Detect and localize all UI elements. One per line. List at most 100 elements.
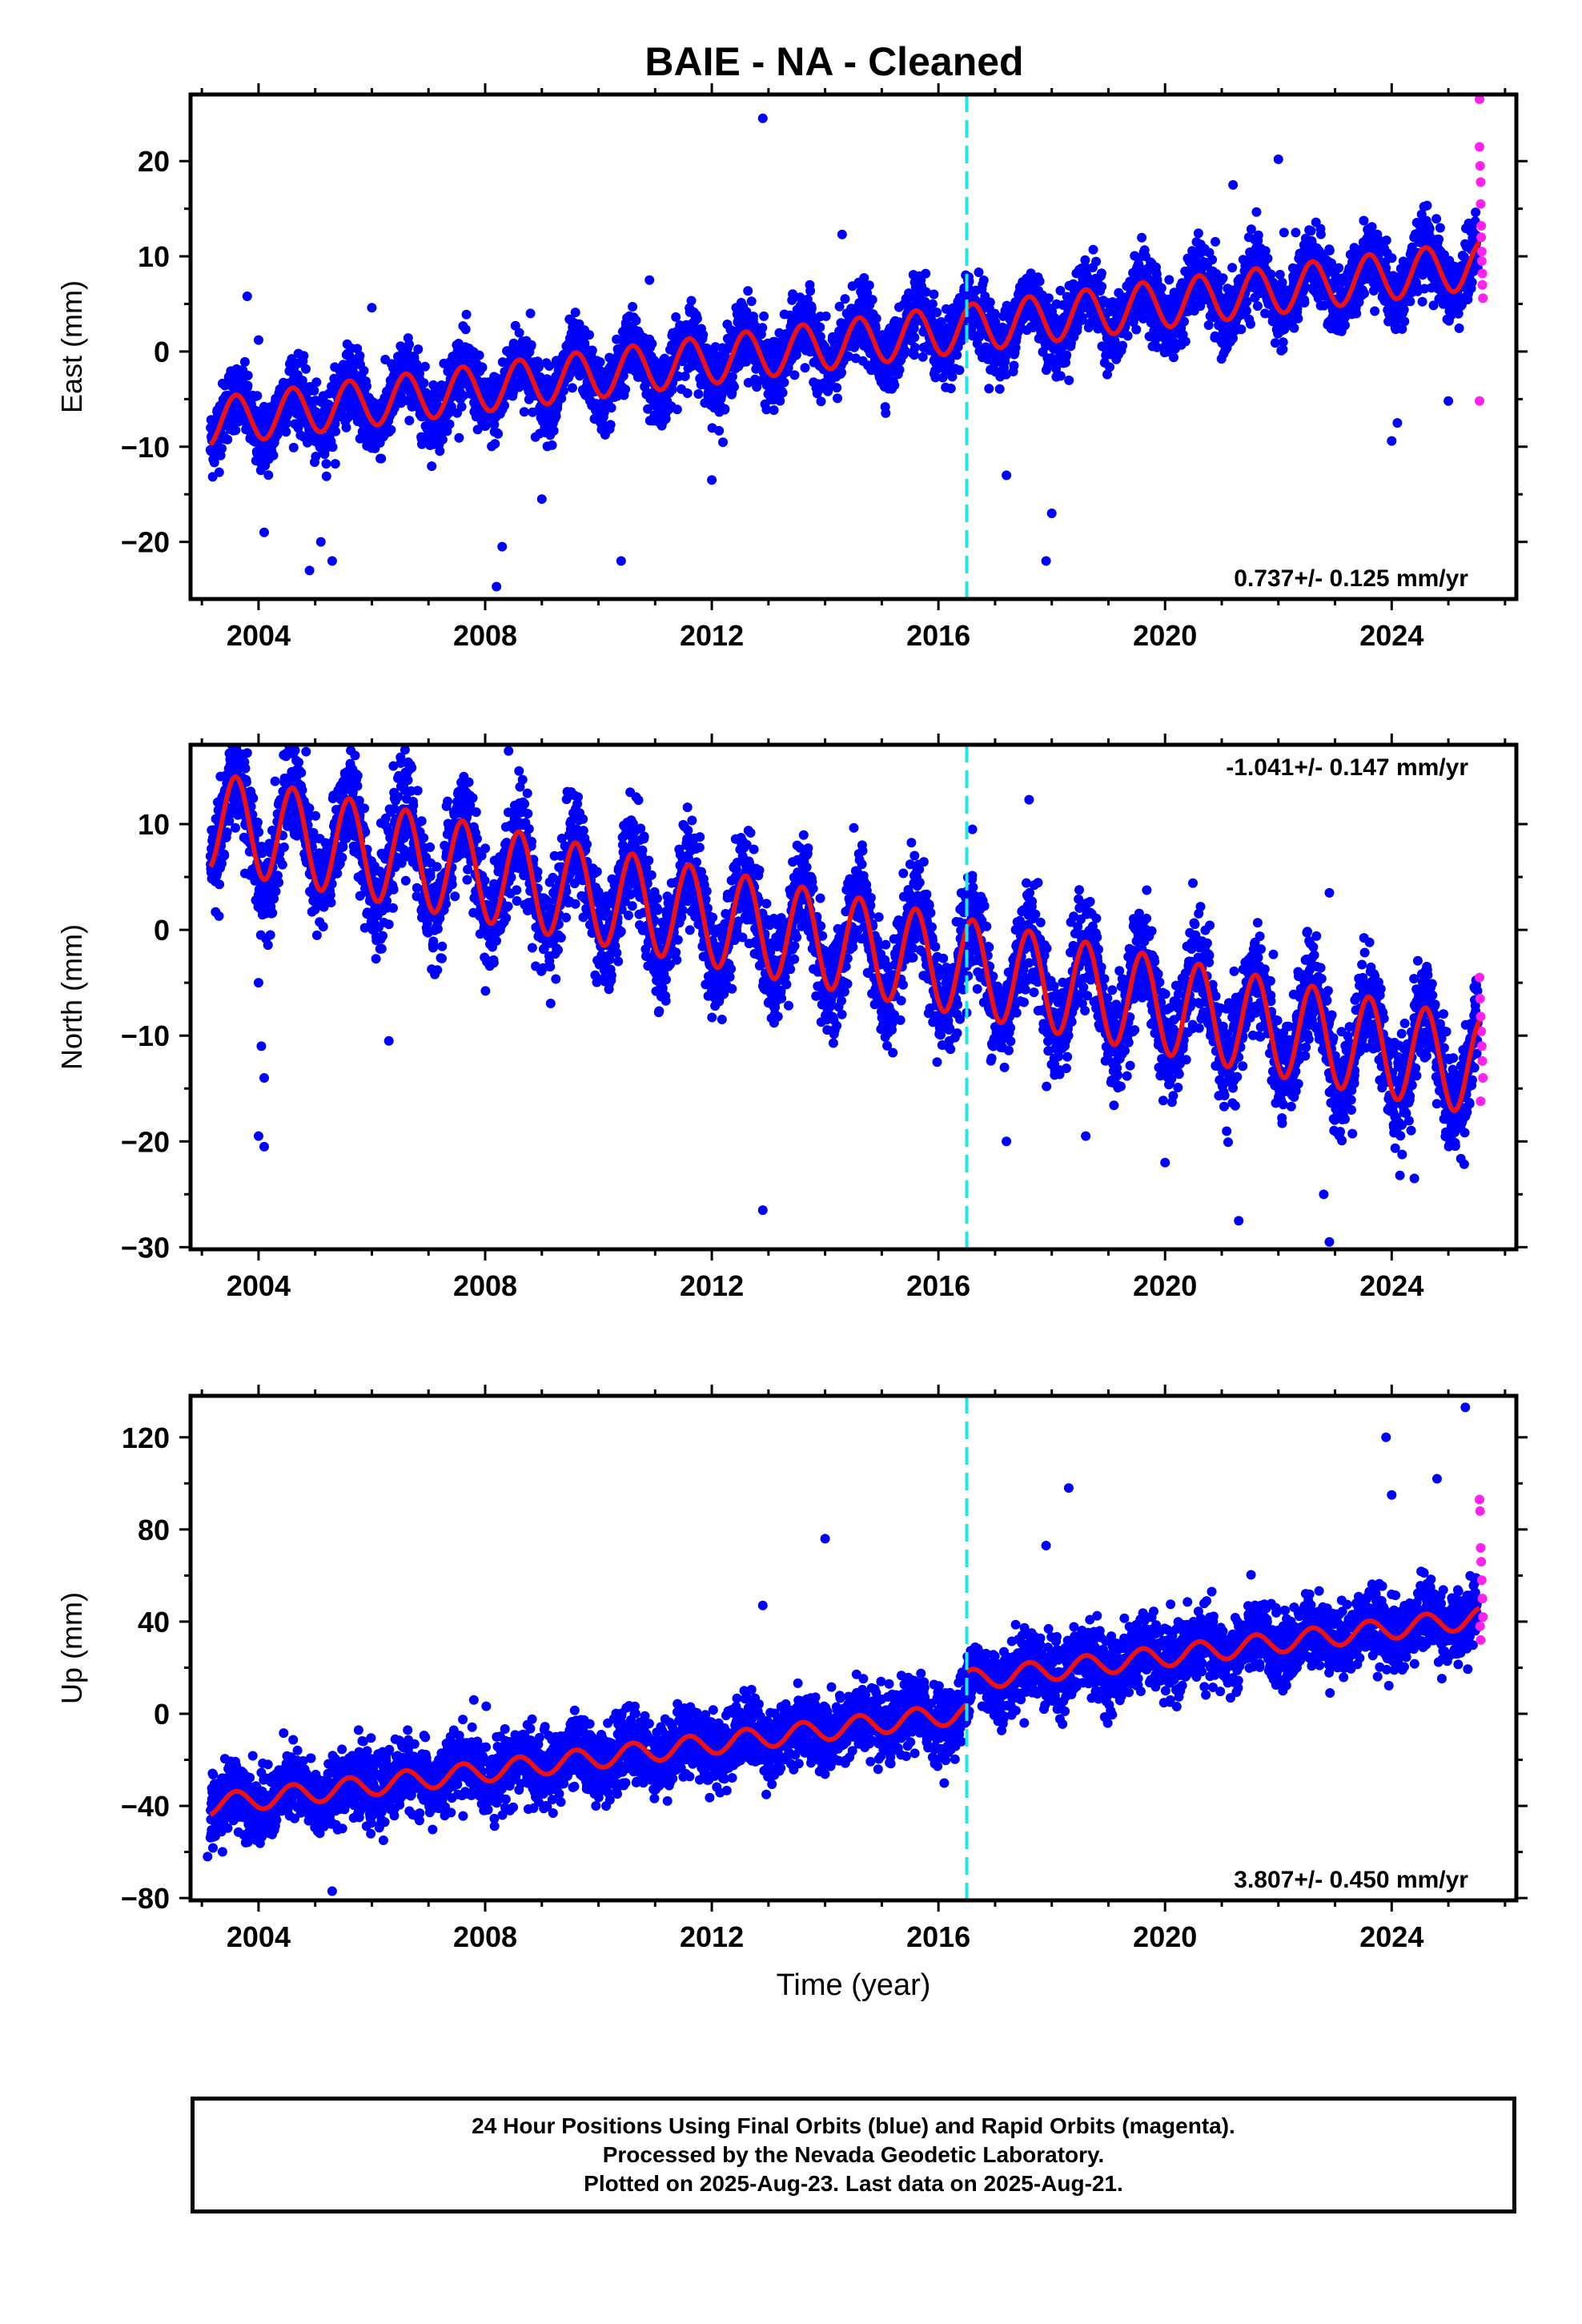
final-orbit-point: [947, 372, 958, 382]
final-orbit-point: [720, 404, 730, 414]
final-orbit-point: [454, 432, 464, 443]
figure-title: BAIE - NA - Cleaned: [644, 39, 1023, 84]
final-orbit-point: [871, 313, 881, 324]
final-orbit-point: [1207, 255, 1218, 265]
final-orbit-point: [1359, 288, 1369, 299]
final-orbit-point: [692, 314, 702, 324]
final-orbit-point: [1387, 253, 1397, 263]
final-orbit-point: [837, 368, 846, 378]
final-orbit-point: [1370, 306, 1380, 316]
final-orbit-point: [921, 268, 931, 279]
final-orbit-point: [489, 420, 500, 430]
final-orbit-point: [223, 434, 233, 444]
final-orbit-point: [558, 386, 568, 396]
final-orbit-point: [686, 296, 697, 306]
final-orbit-point: [547, 440, 557, 450]
final-orbit-point: [474, 350, 484, 360]
final-orbit-point: [1091, 256, 1102, 267]
final-orbit-point: [556, 393, 567, 404]
final-orbit-point: [419, 378, 429, 388]
final-orbit-point: [219, 380, 230, 391]
final-orbit-point: [927, 299, 938, 309]
final-orbit-point: [1105, 362, 1114, 372]
final-orbit-point: [519, 407, 529, 417]
final-orbit-point: [444, 419, 455, 429]
final-orbit-point: [311, 377, 322, 388]
final-orbit-point: [1351, 308, 1362, 319]
final-orbit-point: [746, 296, 757, 307]
final-orbit-point: [1293, 313, 1303, 324]
final-orbit-point: [1291, 227, 1301, 238]
final-orbit-point: [1137, 232, 1147, 243]
final-orbit-point: [743, 286, 753, 296]
final-orbit-point: [293, 423, 303, 433]
final-orbit-point: [800, 363, 810, 373]
final-orbit-point: [605, 420, 616, 430]
final-orbit-point: [1193, 228, 1203, 239]
final-orbit-point: [1299, 298, 1310, 308]
final-orbit-point: [331, 426, 341, 436]
final-orbit-point: [231, 425, 241, 436]
final-orbit-point: [714, 425, 725, 436]
final-orbit-point: [1211, 236, 1220, 247]
final-orbit-point: [243, 380, 253, 391]
final-orbit-point: [263, 470, 274, 480]
final-orbit-point: [671, 312, 681, 322]
final-orbit-point: [1253, 230, 1263, 240]
final-orbit-point: [413, 344, 424, 355]
final-orbit-point: [321, 459, 331, 469]
final-orbit-point: [446, 402, 456, 412]
final-orbit-point: [1180, 336, 1191, 347]
final-orbit-point: [587, 345, 597, 356]
final-orbit-point: [477, 362, 488, 372]
final-orbit-point: [606, 403, 616, 413]
final-orbit-point: [789, 370, 800, 380]
final-orbit-point: [209, 457, 219, 468]
final-orbit-point: [881, 408, 891, 418]
final-orbit-point: [1324, 245, 1335, 255]
final-orbit-point: [1009, 360, 1019, 371]
final-orbit-point: [1156, 283, 1166, 293]
final-orbit-point: [832, 383, 842, 393]
final-orbit-point: [757, 323, 768, 333]
final-orbit-point: [567, 383, 577, 393]
final-orbit-point: [620, 384, 631, 395]
final-orbit-point: [427, 461, 437, 472]
final-orbit-point: [1340, 320, 1350, 331]
final-orbit-point: [759, 311, 769, 321]
final-orbit-point: [833, 393, 842, 404]
final-orbit-point: [1315, 229, 1326, 239]
final-orbit-point: [672, 404, 682, 415]
final-orbit-point: [544, 361, 554, 371]
final-orbit-point: [480, 420, 491, 431]
final-orbit-point: [1055, 371, 1066, 381]
final-orbit-point: [281, 427, 291, 437]
final-orbit-point: [816, 396, 826, 407]
final-orbit-point: [894, 364, 905, 375]
final-orbit-point: [840, 294, 850, 304]
final-orbit-point: [932, 308, 942, 318]
final-orbit-point: [288, 442, 299, 452]
final-orbit-point: [1096, 268, 1106, 279]
final-orbit-point: [321, 471, 331, 481]
final-orbit-point: [1246, 319, 1255, 329]
final-orbit-point: [1164, 275, 1174, 285]
final-orbit-point: [864, 280, 874, 291]
final-orbit-point: [252, 391, 263, 401]
plot-area-east: [205, 94, 1488, 599]
final-orbit-point: [299, 351, 309, 361]
final-orbit-point: [437, 434, 448, 444]
final-orbit-point: [1359, 215, 1369, 226]
final-orbit-point: [217, 444, 227, 454]
final-orbit-point: [1266, 269, 1276, 279]
final-orbit-point: [330, 459, 340, 469]
final-orbit-point: [404, 340, 414, 350]
final-orbit-point: [330, 419, 340, 429]
final-orbit-point: [1218, 273, 1228, 283]
final-orbit-point: [514, 328, 524, 338]
final-orbit-point: [490, 439, 500, 449]
final-orbit-point: [1043, 293, 1054, 304]
final-orbit-point: [821, 311, 831, 321]
final-orbit-point: [309, 385, 319, 396]
final-orbit-point: [631, 316, 641, 326]
